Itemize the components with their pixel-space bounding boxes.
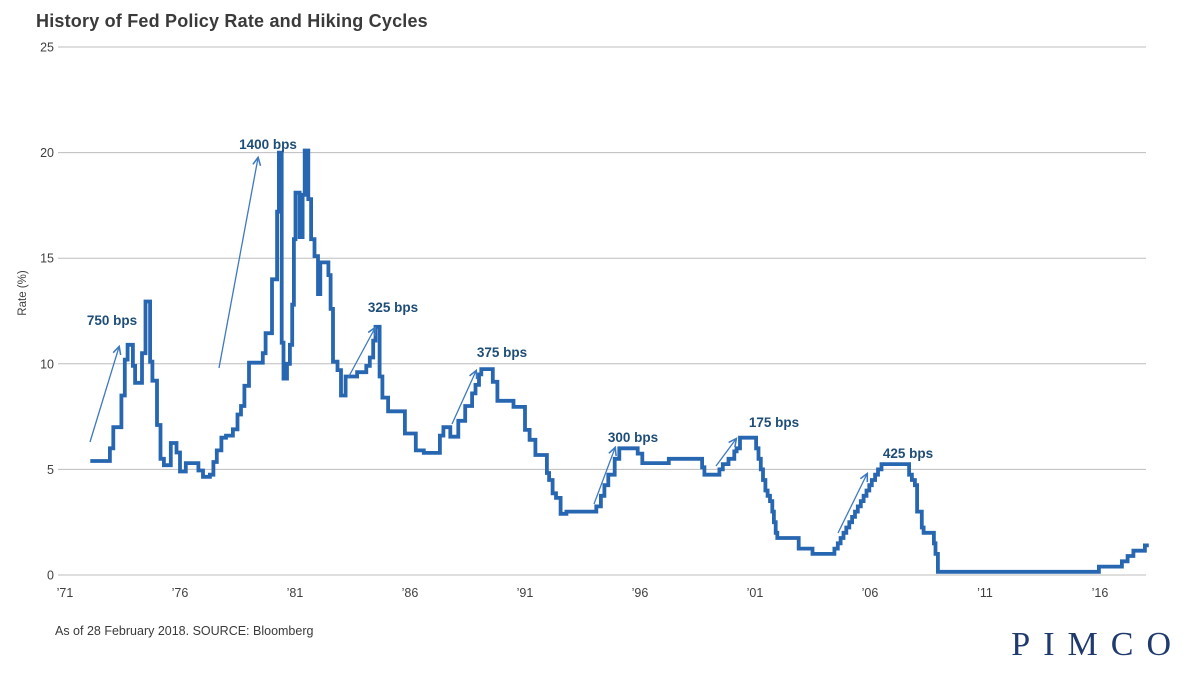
hike-annotation-arrow xyxy=(89,347,119,443)
chart-title: History of Fed Policy Rate and Hiking Cy… xyxy=(36,11,428,31)
hike-annotation-arrow xyxy=(593,448,615,505)
hike-annotation-label: 425 bps xyxy=(883,446,933,461)
hike-annotation-arrow xyxy=(218,158,258,369)
x-axis-tick-label: ’71 xyxy=(57,586,74,600)
hike-annotation-arrow xyxy=(837,474,867,534)
x-axis-tick-label: ’91 xyxy=(517,586,534,600)
hike-annotation-label: 325 bps xyxy=(368,300,418,315)
hike-annotation-label: 300 bps xyxy=(608,430,658,445)
source-footnote: As of 28 February 2018. SOURCE: Bloomber… xyxy=(55,624,314,638)
y-axis-tick-label: 20 xyxy=(40,146,54,160)
hike-annotation-arrow xyxy=(451,371,476,425)
x-axis-tick-label: ’16 xyxy=(1092,586,1109,600)
hike-annotation-label: 750 bps xyxy=(87,313,137,328)
x-axis-tick-label: ’81 xyxy=(287,586,304,600)
pimco-logo: PIMCO xyxy=(1011,626,1184,663)
y-axis-tick-label: 25 xyxy=(40,41,54,55)
y-axis-title: Rate (%) xyxy=(17,270,29,316)
hike-annotation-label: 175 bps xyxy=(749,415,799,430)
y-axis-tick-label: 5 xyxy=(47,463,54,477)
hike-annotation-label: 375 bps xyxy=(477,345,527,360)
x-axis-tick-label: ’01 xyxy=(747,586,764,600)
hike-annotation-arrow xyxy=(347,328,375,379)
hike-annotation-arrow xyxy=(715,439,736,467)
y-axis-tick-label: 0 xyxy=(47,569,54,583)
x-axis-tick-label: ’86 xyxy=(402,586,419,600)
x-axis-tick-label: ’11 xyxy=(977,586,993,600)
policy-rate-line xyxy=(90,148,1149,574)
x-axis-tick-label: ’76 xyxy=(172,586,189,600)
y-axis-tick-label: 15 xyxy=(40,252,54,266)
x-axis-tick-label: ’06 xyxy=(862,586,879,600)
hike-annotation-label: 1400 bps xyxy=(239,137,297,152)
x-axis-tick-label: ’96 xyxy=(632,586,649,600)
y-axis-tick-label: 10 xyxy=(40,357,54,371)
